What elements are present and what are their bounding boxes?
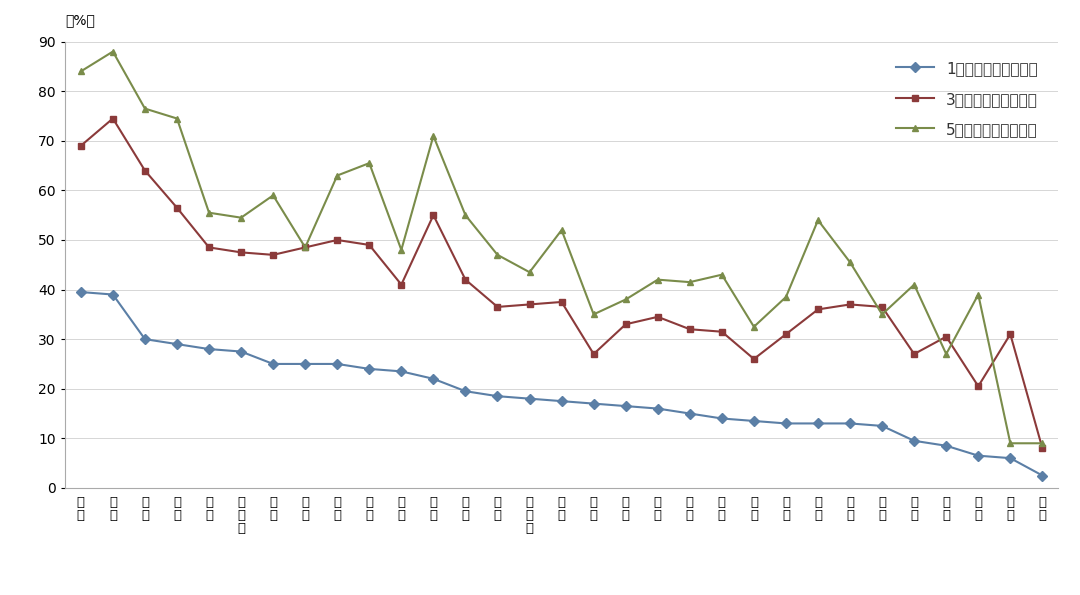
1千米半径服务覆盖率 xyxy=(107,291,120,298)
Line: 1千米半径服务覆盖率: 1千米半径服务覆盖率 xyxy=(78,289,1045,479)
3千米半径服务覆盖率 xyxy=(234,249,247,256)
1千米半径服务覆盖率 xyxy=(427,375,440,383)
1千米半径服务覆盖率 xyxy=(972,452,985,459)
5千米半径服务覆盖率 xyxy=(972,291,985,298)
3千米半径服务覆盖率 xyxy=(459,276,472,283)
5千米半径服务覆盖率 xyxy=(747,323,760,330)
5千米半径服务覆盖率 xyxy=(459,212,472,219)
3千米半径服务覆盖率 xyxy=(907,350,920,358)
3千米半径服务覆盖率 xyxy=(555,298,568,306)
3千米半径服务覆盖率 xyxy=(1003,331,1016,338)
5千米半径服务覆盖率 xyxy=(234,214,247,221)
1千米半径服务覆盖率 xyxy=(747,418,760,425)
Legend: 1千米半径服务覆盖率, 3千米半径服务覆盖率, 5千米半径服务覆盖率: 1千米半径服务覆盖率, 3千米半径服务覆盖率, 5千米半径服务覆盖率 xyxy=(888,54,1045,145)
5千米半径服务覆盖率 xyxy=(843,259,856,266)
3千米半径服务覆盖率 xyxy=(684,325,697,333)
5千米半径服务覆盖率 xyxy=(555,227,568,234)
3千米半径服务覆盖率 xyxy=(876,303,889,311)
5千米半径服务覆盖率 xyxy=(780,293,793,300)
1千米半径服务覆盖率 xyxy=(1003,455,1016,462)
3千米半径服务覆盖率 xyxy=(811,306,824,313)
1千米半径服务覆盖率 xyxy=(75,289,87,296)
1千米半径服务覆盖率 xyxy=(684,410,697,417)
1千米半径服务覆盖率 xyxy=(299,361,312,368)
1千米半径服务覆盖率 xyxy=(619,402,632,409)
1千米半径服务覆盖率 xyxy=(267,361,280,368)
3千米半径服务覆盖率 xyxy=(363,242,376,249)
1千米半径服务覆盖率 xyxy=(1036,472,1049,479)
1千米半径服务覆盖率 xyxy=(715,415,728,422)
3千米半径服务覆盖率 xyxy=(171,204,184,211)
1千米半径服务覆盖率 xyxy=(523,395,536,402)
5千米半径服务覆盖率 xyxy=(651,276,664,283)
1千米半径服务覆盖率 xyxy=(588,400,600,407)
5千米半径服务覆盖率 xyxy=(1036,440,1049,447)
5千米半径服务覆盖率 xyxy=(171,115,184,122)
3千米半径服务覆盖率 xyxy=(395,281,408,288)
5千米半径服务覆盖率 xyxy=(107,48,120,55)
1千米半径服务覆盖率 xyxy=(780,420,793,427)
5千米半径服务覆盖率 xyxy=(491,251,504,258)
3千米半径服务覆盖率 xyxy=(780,331,793,338)
5千米半径服务覆盖率 xyxy=(75,68,87,75)
1千米半径服务覆盖率 xyxy=(940,442,953,449)
3千米半径服务覆盖率 xyxy=(107,115,120,122)
5千米半径服务覆盖率 xyxy=(267,192,280,199)
5千米半径服务覆盖率 xyxy=(619,296,632,303)
5千米半径服务覆盖率 xyxy=(523,268,536,275)
Line: 3千米半径服务覆盖率: 3千米半径服务覆盖率 xyxy=(78,115,1045,452)
3千米半径服务覆盖率 xyxy=(330,236,343,243)
3千米半径服务覆盖率 xyxy=(267,251,280,258)
1千米半径服务覆盖率 xyxy=(203,346,216,353)
1千米半径服务覆盖率 xyxy=(138,336,151,343)
3千米半径服务覆盖率 xyxy=(619,321,632,328)
5千米半径服务覆盖率 xyxy=(1003,440,1016,447)
5千米半径服务覆盖率 xyxy=(876,311,889,318)
1千米半径服务覆盖率 xyxy=(811,420,824,427)
3千米半径服务覆盖率 xyxy=(651,313,664,320)
5千米半径服务覆盖率 xyxy=(940,350,953,358)
1千米半径服务覆盖率 xyxy=(171,340,184,347)
1千米半径服务覆盖率 xyxy=(843,420,856,427)
5千米半径服务覆盖率 xyxy=(138,105,151,112)
1千米半径服务覆盖率 xyxy=(234,348,247,355)
1千米半径服务覆盖率 xyxy=(363,365,376,372)
3千米半径服务覆盖率 xyxy=(940,333,953,340)
5千米半径服务覆盖率 xyxy=(907,281,920,288)
1千米半径服务覆盖率 xyxy=(907,437,920,444)
1千米半径服务覆盖率 xyxy=(395,368,408,375)
5千米半径服务覆盖率 xyxy=(203,209,216,216)
3千米半径服务覆盖率 xyxy=(1036,444,1049,452)
1千米半径服务覆盖率 xyxy=(330,361,343,368)
3千米半径服务覆盖率 xyxy=(715,328,728,335)
5千米半径服务覆盖率 xyxy=(588,311,600,318)
3千米半径服务覆盖率 xyxy=(203,244,216,251)
1千米半径服务覆盖率 xyxy=(491,393,504,400)
3千米半径服务覆盖率 xyxy=(588,350,600,358)
1千米半径服务覆盖率 xyxy=(651,405,664,412)
5千米半径服务覆盖率 xyxy=(715,271,728,278)
5千米半径服务覆盖率 xyxy=(363,159,376,167)
3千米半径服务覆盖率 xyxy=(299,244,312,251)
1千米半径服务覆盖率 xyxy=(555,397,568,405)
3千米半径服务覆盖率 xyxy=(427,212,440,219)
3千米半径服务覆盖率 xyxy=(972,383,985,390)
3千米半径服务覆盖率 xyxy=(523,301,536,308)
3千米半径服务覆盖率 xyxy=(843,301,856,308)
5千米半径服务覆盖率 xyxy=(330,172,343,179)
5千米半径服务覆盖率 xyxy=(299,244,312,251)
Text: （%）: （%） xyxy=(65,12,95,27)
5千米半径服务覆盖率 xyxy=(427,132,440,139)
1千米半径服务覆盖率 xyxy=(876,422,889,430)
1千米半径服务覆盖率 xyxy=(459,388,472,395)
3千米半径服务覆盖率 xyxy=(138,167,151,174)
5千米半径服务覆盖率 xyxy=(684,278,697,286)
3千米半径服务覆盖率 xyxy=(75,142,87,149)
3千米半径服务覆盖率 xyxy=(491,303,504,311)
3千米半径服务覆盖率 xyxy=(747,355,760,362)
Line: 5千米半径服务覆盖率: 5千米半径服务覆盖率 xyxy=(78,48,1045,447)
5千米半径服务覆盖率 xyxy=(811,217,824,224)
5千米半径服务覆盖率 xyxy=(395,246,408,253)
